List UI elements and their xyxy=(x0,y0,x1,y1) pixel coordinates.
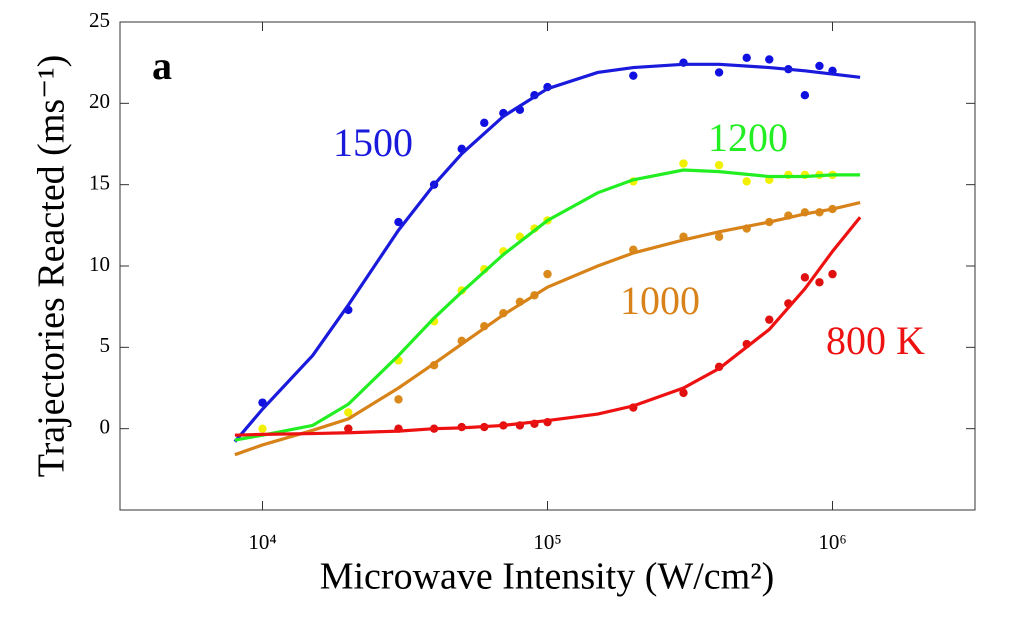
fit-line xyxy=(234,201,861,457)
annotation: 1200 xyxy=(708,115,788,160)
data-point xyxy=(800,91,810,100)
annotation: 800 K xyxy=(826,318,925,363)
data-point xyxy=(344,424,353,433)
data-point xyxy=(629,71,638,80)
data-point xyxy=(394,395,403,404)
fit-line xyxy=(234,168,861,442)
data-point xyxy=(742,177,751,186)
data-point xyxy=(714,68,724,77)
data-point xyxy=(815,278,824,287)
x-tick-label: 10⁶ xyxy=(818,530,846,554)
y-tick-label: 20 xyxy=(89,89,110,113)
data-point xyxy=(800,273,810,282)
data-point xyxy=(714,160,724,170)
data-point xyxy=(828,269,837,279)
annotation: a xyxy=(152,43,172,88)
fit-line xyxy=(234,216,862,437)
y-tick-label: 0 xyxy=(100,414,111,438)
data-point xyxy=(679,159,688,168)
data-point xyxy=(480,118,489,128)
y-tick-label: 10 xyxy=(89,252,110,276)
data-point xyxy=(765,315,774,324)
y-axis-label: Trajectories Reacted (ms⁻¹) xyxy=(31,55,73,478)
y-tick-label: 5 xyxy=(100,333,111,357)
y-tick-label: 25 xyxy=(89,8,110,32)
plot-frame xyxy=(119,21,976,511)
x-tick-label: 10⁵ xyxy=(533,530,561,554)
annotation: 1500 xyxy=(333,120,413,165)
x-tick-label: 10⁴ xyxy=(248,530,276,554)
data-point xyxy=(679,388,688,398)
annotation: 1000 xyxy=(620,278,700,323)
data-point xyxy=(258,424,267,433)
data-point xyxy=(543,269,552,279)
data-point xyxy=(344,408,353,417)
y-tick-label: 15 xyxy=(89,170,110,194)
data-point xyxy=(742,53,751,62)
data-point xyxy=(765,55,774,64)
data-point xyxy=(714,232,724,241)
fit-line xyxy=(233,62,861,443)
data-point xyxy=(394,217,403,227)
x-axis-label: Microwave Intensity (W/cm²) xyxy=(320,556,775,598)
data-point xyxy=(815,61,824,71)
